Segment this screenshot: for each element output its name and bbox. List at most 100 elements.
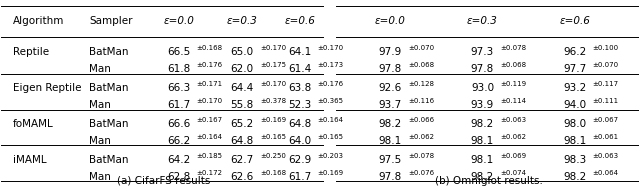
Text: BatMan: BatMan [90, 83, 129, 93]
Text: 97.7: 97.7 [563, 64, 586, 74]
Text: 64.1: 64.1 [288, 47, 311, 57]
Text: 97.9: 97.9 [378, 47, 402, 57]
Text: 61.7: 61.7 [288, 172, 311, 182]
Text: 93.9: 93.9 [471, 100, 494, 110]
Text: ±0.173: ±0.173 [317, 62, 344, 68]
Text: 63.8: 63.8 [288, 83, 311, 93]
Text: 98.0: 98.0 [563, 119, 586, 129]
Text: ±0.167: ±0.167 [196, 117, 223, 123]
Text: ±0.168: ±0.168 [260, 170, 286, 176]
Text: ±0.070: ±0.070 [593, 62, 619, 68]
Text: ±0.061: ±0.061 [593, 134, 619, 140]
Text: ±0.068: ±0.068 [500, 62, 527, 68]
Text: 64.8: 64.8 [230, 136, 254, 146]
Text: ±0.067: ±0.067 [593, 117, 619, 123]
Text: ±0.164: ±0.164 [317, 117, 344, 123]
Text: ±0.169: ±0.169 [260, 117, 286, 123]
Text: 93.7: 93.7 [378, 100, 402, 110]
Text: foMAML: foMAML [13, 119, 54, 129]
Text: ±0.203: ±0.203 [317, 153, 344, 159]
Text: Man: Man [90, 136, 111, 146]
Text: Sampler: Sampler [90, 16, 133, 26]
Text: 62.9: 62.9 [288, 155, 311, 165]
Text: ±0.116: ±0.116 [408, 98, 434, 104]
Text: 64.8: 64.8 [288, 119, 311, 129]
Text: ε=0.0: ε=0.0 [374, 16, 406, 26]
Text: (a) CifarFS results: (a) CifarFS results [117, 176, 211, 186]
Text: ±0.100: ±0.100 [593, 45, 619, 51]
Text: 62.0: 62.0 [230, 64, 254, 74]
Text: ±0.063: ±0.063 [593, 153, 619, 159]
Text: ±0.062: ±0.062 [408, 134, 434, 140]
Text: Man: Man [90, 100, 111, 110]
Text: 98.3: 98.3 [563, 155, 586, 165]
Text: ±0.114: ±0.114 [500, 98, 526, 104]
Text: ±0.168: ±0.168 [196, 45, 223, 51]
Text: ±0.117: ±0.117 [593, 81, 619, 87]
Text: 66.6: 66.6 [167, 119, 190, 129]
Text: ε=0.0: ε=0.0 [163, 16, 194, 26]
Text: Man: Man [90, 172, 111, 182]
Text: ±0.170: ±0.170 [260, 45, 286, 51]
Text: 66.5: 66.5 [167, 47, 190, 57]
Text: ±0.171: ±0.171 [196, 81, 223, 87]
Text: ±0.070: ±0.070 [408, 45, 434, 51]
Text: Eigen Reptile: Eigen Reptile [13, 83, 81, 93]
Text: ±0.119: ±0.119 [500, 81, 527, 87]
Text: ±0.076: ±0.076 [408, 170, 434, 176]
Text: BatMan: BatMan [90, 155, 129, 165]
Text: 92.6: 92.6 [378, 83, 402, 93]
Text: ±0.068: ±0.068 [408, 62, 434, 68]
Text: ±0.069: ±0.069 [500, 153, 527, 159]
Text: 98.2: 98.2 [563, 172, 586, 182]
Text: ±0.062: ±0.062 [500, 134, 526, 140]
Text: ±0.165: ±0.165 [260, 134, 286, 140]
Text: 66.2: 66.2 [167, 136, 190, 146]
Text: 97.8: 97.8 [378, 172, 402, 182]
Text: 98.1: 98.1 [471, 136, 494, 146]
Text: 93.0: 93.0 [471, 83, 494, 93]
Text: ±0.175: ±0.175 [260, 62, 286, 68]
Text: Algorithm: Algorithm [13, 16, 64, 26]
Text: ±0.164: ±0.164 [196, 134, 222, 140]
Text: ε=0.6: ε=0.6 [559, 16, 590, 26]
Text: 65.0: 65.0 [230, 47, 254, 57]
Text: ±0.111: ±0.111 [593, 98, 619, 104]
Text: ±0.078: ±0.078 [500, 45, 527, 51]
Text: ±0.074: ±0.074 [500, 170, 526, 176]
Text: ±0.169: ±0.169 [317, 170, 344, 176]
Text: ±0.365: ±0.365 [317, 98, 344, 104]
Text: 97.8: 97.8 [471, 64, 494, 74]
Text: 62.6: 62.6 [230, 172, 254, 182]
Text: ±0.172: ±0.172 [196, 170, 222, 176]
Text: 94.0: 94.0 [563, 100, 586, 110]
Text: ±0.185: ±0.185 [196, 153, 222, 159]
Text: 62.8: 62.8 [167, 172, 190, 182]
Text: 62.7: 62.7 [230, 155, 254, 165]
Text: ε=0.3: ε=0.3 [227, 16, 258, 26]
Text: ±0.078: ±0.078 [408, 153, 434, 159]
Text: 93.2: 93.2 [563, 83, 586, 93]
Text: 97.5: 97.5 [378, 155, 402, 165]
Text: 97.8: 97.8 [378, 64, 402, 74]
Text: 64.2: 64.2 [167, 155, 190, 165]
Text: 98.1: 98.1 [563, 136, 586, 146]
Text: ±0.165: ±0.165 [317, 134, 344, 140]
Text: 66.3: 66.3 [167, 83, 190, 93]
Text: BatMan: BatMan [90, 47, 129, 57]
Text: 61.8: 61.8 [167, 64, 190, 74]
Text: ε=0.3: ε=0.3 [467, 16, 498, 26]
Text: ±0.170: ±0.170 [196, 98, 223, 104]
Text: ±0.066: ±0.066 [408, 117, 434, 123]
Text: ±0.064: ±0.064 [593, 170, 619, 176]
Text: ±0.170: ±0.170 [317, 45, 344, 51]
Text: ±0.378: ±0.378 [260, 98, 286, 104]
Text: ε=0.6: ε=0.6 [284, 16, 315, 26]
Text: ±0.250: ±0.250 [260, 153, 286, 159]
Text: 98.1: 98.1 [378, 136, 402, 146]
Text: 97.3: 97.3 [471, 47, 494, 57]
Text: 96.2: 96.2 [563, 47, 586, 57]
Text: 98.2: 98.2 [471, 119, 494, 129]
Text: ±0.063: ±0.063 [500, 117, 527, 123]
Text: 55.8: 55.8 [230, 100, 254, 110]
